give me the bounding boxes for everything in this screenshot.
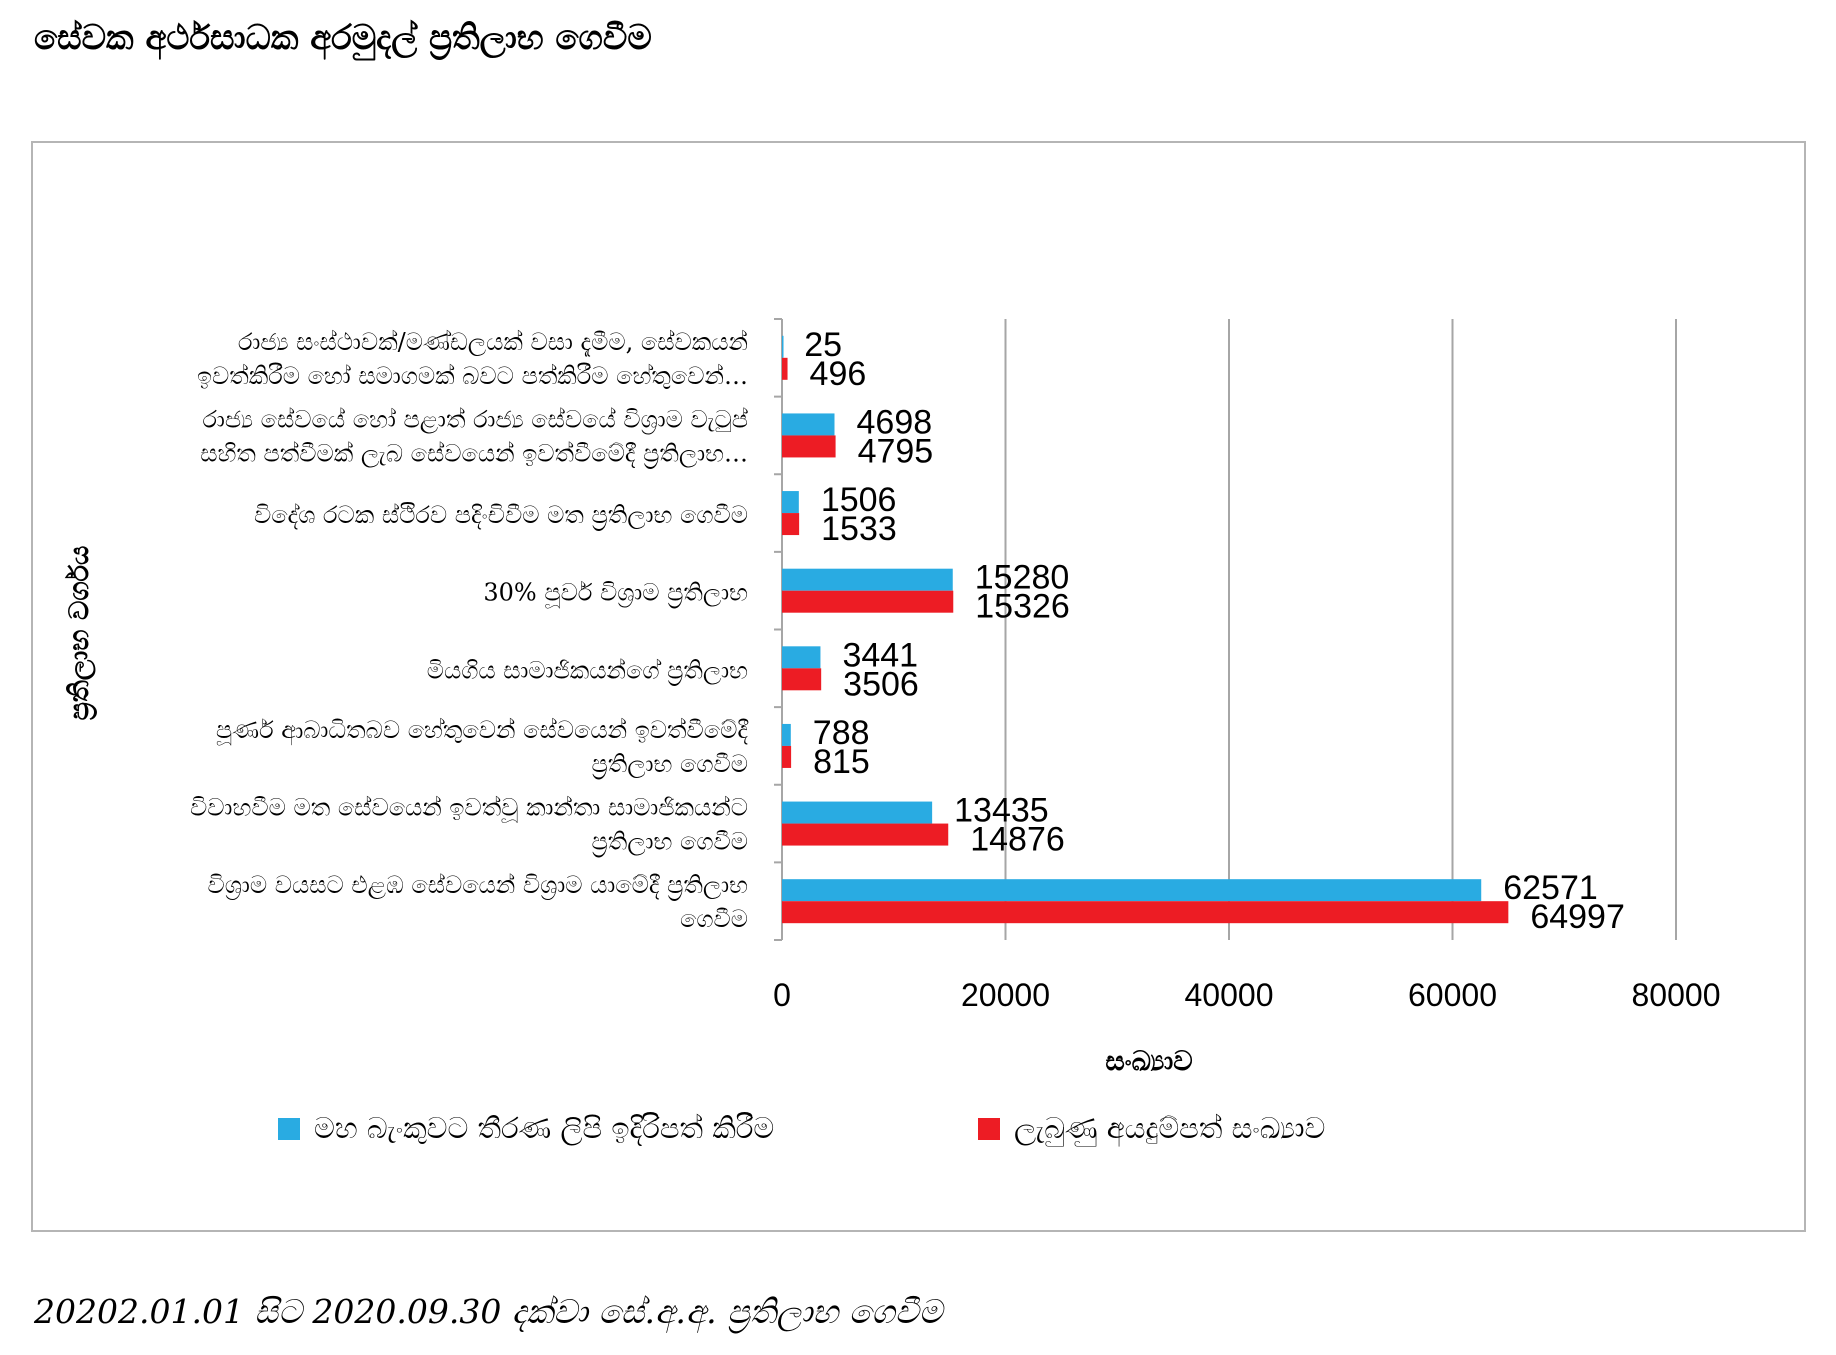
category-label: රාජ්‍ය සංස්ථාවක්/මණ්ඩලයක් වසා දැමීම, සේව…: [238, 328, 748, 357]
data-label: 25: [804, 326, 842, 364]
data-label: 13435: [954, 792, 1049, 830]
category-label: මියගිය සාමාජිකයන්ගේ ප්‍රතිලාභ: [427, 656, 748, 685]
category-label: ඉවත්කිරීම හෝ සමාගමක් බවට පත්කිරීම හේතුවෙ…: [197, 362, 748, 390]
chart-frame: 0 20000 40000 60000 80000 25 496 රාජ්‍ය සංස්ථාව…: [31, 141, 1806, 1232]
x-tick-label: 80000: [1632, 977, 1721, 1013]
y-axis-title: ප්‍රතිලාභ වර්ගය: [64, 546, 98, 721]
legend-item-series-1: මහ බැංකුවට තීරණ ලිපි ඉදිරිපත් කිරීම: [278, 1111, 774, 1146]
data-label: 62571: [1503, 869, 1598, 907]
bar: [782, 335, 784, 358]
bar: [782, 646, 821, 669]
data-label: 3441: [842, 636, 918, 674]
category-label: සහිත පත්වීමක් ලැබ සේවයෙන් ඉවත්වීමේදී ප්‍…: [200, 439, 748, 468]
data-label: 815: [813, 743, 870, 781]
bar: [782, 801, 933, 824]
bar: [782, 491, 799, 514]
x-axis-title: සංඛ්‍යාව: [1105, 1046, 1192, 1077]
bar: [782, 723, 791, 746]
x-tick-label: 40000: [1185, 977, 1274, 1013]
data-label: 4795: [858, 432, 934, 470]
page-title: සේවක අර්ථසාධක අරමුදල් ප්‍රතිලාභ ගෙවීම: [34, 18, 652, 58]
bar: [782, 823, 949, 846]
legend-item-series-2: ලැබුණු අයදුම්පත් සංඛ්‍යාව: [978, 1111, 1325, 1146]
data-label: 788: [813, 714, 870, 752]
category-label: විශ්‍රාම වයසට එළඹ සේවයෙන් විශ්‍රාම යාමේද…: [208, 871, 748, 900]
data-label: 15326: [975, 588, 1070, 626]
data-label: 1533: [821, 510, 897, 548]
data-label: 1506: [821, 481, 897, 519]
category-label: ගෙවීම: [680, 905, 748, 933]
legend-label-series-1: මහ බැංකුවට තීරණ ලිපි ඉදිරිපත් කිරීම: [314, 1111, 775, 1145]
x-tick-label: 20000: [961, 977, 1050, 1013]
data-label: 4698: [857, 403, 933, 441]
legend-label-series-2: ලැබුණු අයදුම්පත් සංඛ්‍යාව: [1014, 1111, 1326, 1145]
category-label: විවාහවීම මත සේවයෙන් ඉවත්වූ කාන්තා සාමාජි…: [190, 794, 748, 823]
footer-note: 20202.01.01 සිට 2020.09.30 දක්වා සේ.අ.අ.…: [34, 1292, 943, 1331]
bar: [782, 590, 954, 613]
category-label: 30% පූර්ව විශ්‍රාම ප්‍රතිලාභ: [483, 579, 748, 608]
data-label: 64997: [1530, 898, 1625, 936]
category-label: ප්‍රතිලාභ ගෙවීම: [592, 828, 748, 857]
legend-swatch-red: [978, 1117, 1000, 1140]
category-label: විදේශ රටක ස්ථිරව පදිංචිවීම මත ප්‍රතිලාභ …: [254, 501, 748, 530]
category-label: පූර්ණ ආබාධිතබව හේතුවෙන් සේවයෙන් ඉවත්වීමේ…: [216, 716, 750, 746]
bar: [782, 435, 836, 458]
bar: [782, 357, 788, 380]
bar: [782, 413, 835, 436]
legend-swatch-blue: [278, 1117, 300, 1140]
bar: [782, 745, 792, 768]
bar: [782, 668, 822, 691]
data-label: 14876: [970, 821, 1065, 859]
bar: [782, 568, 953, 591]
bar: [782, 513, 800, 536]
category-label: ප්‍රතිලාභ ගෙවීම: [592, 750, 748, 779]
bar: [782, 879, 1482, 902]
bar: [782, 901, 1509, 924]
x-tick-label: 60000: [1408, 977, 1497, 1013]
category-label: රාජ්‍ය සේවයේ හෝ පළාත් රාජ්‍ය සේවයේ විශ්‍…: [202, 405, 748, 433]
data-label: 15280: [975, 559, 1070, 597]
data-label: 3506: [843, 665, 919, 703]
x-tick-label: 0: [773, 977, 791, 1013]
data-label: 496: [810, 355, 867, 393]
